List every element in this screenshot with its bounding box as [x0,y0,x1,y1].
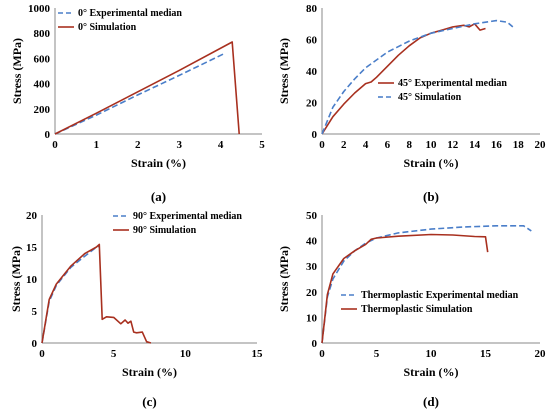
x-tick-label: 14 [469,139,481,151]
y-tick-label: 600 [34,53,51,65]
x-axis-label: Strain (%) [131,156,186,170]
series-line [321,225,532,344]
panel-label: (b) [423,189,439,204]
legend-entry: 90° Simulation [133,225,197,236]
y-axis-label: Stress (MPa) [9,246,23,312]
series-line [41,243,152,344]
panel-label: (c) [142,394,156,409]
y-tick-label: 20 [26,210,38,222]
series-line [321,19,514,135]
y-tick-label: 0 [45,129,51,141]
x-tick-label: 10 [426,348,438,360]
panel-label: (a) [151,189,166,204]
legend-entry: Thermoplastic Experimental median [361,290,519,301]
y-tick-label: 5 [32,306,38,318]
series-line [54,41,240,135]
x-tick-label: 0 [39,348,45,360]
legend: 90° Experimental median 90° Simulation [113,211,242,236]
legend-entry: 45° Simulation [398,92,462,103]
x-tick-label: 6 [385,139,391,151]
y-tick-label: 40 [306,66,318,78]
panel-label: (d) [423,394,439,409]
chart-panel: 0 2 4 6 8 10 12 14 16 18 20 0 20 40 60 80 Strain (%) Stre… [277,3,546,204]
legend: 45° Experimental median 45° Simulation [378,78,507,103]
y-tick-label: 0 [32,338,38,350]
x-tick-label: 15 [252,348,264,360]
x-tick-label: 3 [176,139,182,151]
y-tick-label: 0 [312,129,318,141]
x-tick-label: 10 [180,348,192,360]
x-tick-label: 16 [491,139,503,151]
y-axis-label: Stress (MPa) [10,38,24,104]
y-tick-label: 50 [306,210,318,222]
legend-entry: 90° Experimental median [133,211,242,222]
x-tick-label: 4 [363,139,369,151]
y-tick-label: 800 [34,28,51,40]
y-tick-label: 400 [34,79,51,91]
y-tick-label: 1000 [28,3,51,15]
x-tick-label: 0 [52,139,58,151]
x-tick-label: 18 [513,139,525,151]
x-tick-label: 8 [406,139,412,151]
y-tick-label: 15 [26,242,38,254]
series-line [321,233,489,344]
x-tick-label: 20 [535,139,547,151]
legend: Thermoplastic Experimental median Thermop… [341,290,519,315]
y-tick-label: 30 [306,261,318,273]
y-tick-label: 40 [306,236,318,248]
legend-entry: 0° Simulation [78,22,137,33]
x-tick-label: 15 [480,348,492,360]
chart-panel: 0 5 10 15 20 0 10 20 30 40 50 Strain (%) Stress (MPa… [277,210,546,409]
y-axis-label: Stress (MPa) [277,246,291,312]
y-tick-label: 80 [306,3,318,15]
legend-entry: 0° Experimental median [78,8,182,19]
x-tick-label: 2 [135,139,141,151]
x-tick-label: 1 [94,139,100,151]
x-tick-label: 10 [426,139,438,151]
x-axis-label: Strain (%) [404,365,459,379]
x-tick-label: 0 [319,139,325,151]
x-axis-label: Strain (%) [122,365,177,379]
y-tick-label: 20 [306,98,318,110]
y-tick-label: 60 [306,35,318,47]
x-tick-label: 4 [218,139,224,151]
x-tick-label: 5 [374,348,380,360]
x-tick-label: 12 [447,139,459,151]
series-line [54,52,226,135]
legend-entry: 45° Experimental median [398,78,507,89]
y-tick-label: 10 [26,274,38,286]
y-tick-label: 10 [306,312,318,324]
x-tick-label: 20 [535,348,547,360]
y-tick-label: 20 [306,287,318,299]
y-tick-label: 0 [312,338,318,350]
y-tick-label: 200 [34,104,51,116]
x-tick-label: 2 [341,139,347,151]
series-line [321,22,486,135]
x-tick-label: 0 [319,348,325,360]
x-tick-label: 5 [111,348,117,360]
chart-panel: 0 5 10 15 0 5 10 15 20 Strain (%) Stress (MPa) 90° … [9,210,263,409]
x-axis-label: Strain (%) [404,156,459,170]
legend-entry: Thermoplastic Simulation [361,304,473,315]
legend: 0° Experimental median 0° Simulation [58,8,182,33]
y-axis-label: Stress (MPa) [277,38,291,104]
x-tick-label: 5 [259,139,265,151]
chart-panel: 0 1 2 3 4 5 0 200 400 600 800 1000 Strain (%) Stress … [10,3,265,204]
